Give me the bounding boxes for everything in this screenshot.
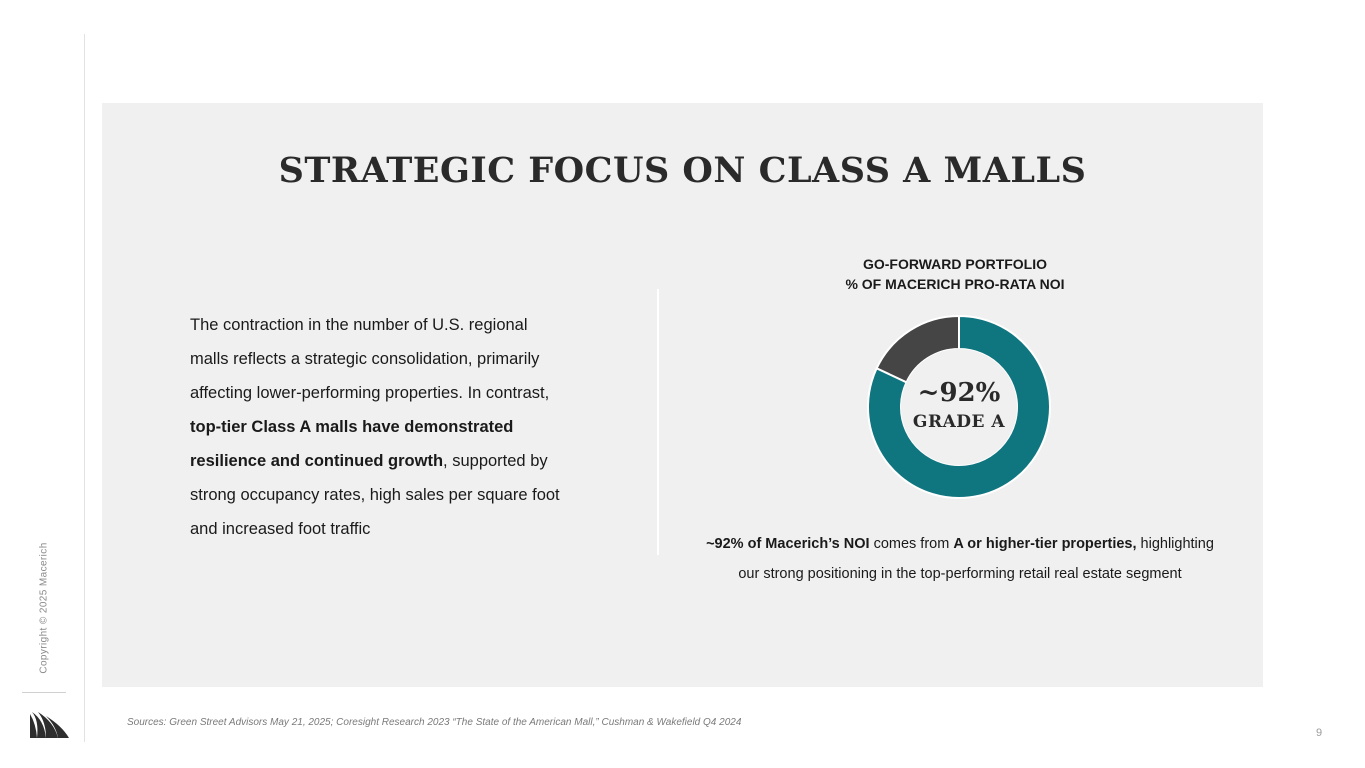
sidebar-divider	[84, 34, 85, 742]
donut-center-value: ~92%	[917, 378, 1001, 408]
donut-slice-other	[875, 314, 960, 384]
macerich-logo-icon	[30, 712, 69, 738]
donut-chart	[867, 314, 1051, 499]
chart-title-line1: GO-FORWARD PORTFOLIO	[862, 256, 1048, 272]
chart-title-line2: % OF MACERICH PRO-RATA NOI	[845, 276, 1065, 292]
copyright-text: Copyright © 2025 Macerich	[38, 542, 50, 674]
caption-bold1: ~92% of Macerich’s NOI	[706, 536, 870, 552]
caption-bold2: A or higher-tier properties,	[953, 536, 1137, 552]
sources-footnote: Sources: Green Street Advisors May 21, 2…	[127, 717, 742, 728]
chart-caption: ~92% of Macerich’s NOI comes from A or h…	[700, 529, 1220, 589]
donut-hole	[901, 349, 1017, 465]
donut-center-label: ~92% GRADE A	[865, 376, 1053, 434]
chart-title: GO-FORWARD PORTFOLIO % OF MACERICH PRO-R…	[755, 254, 1155, 294]
caption-text1: comes from	[869, 536, 954, 552]
body-text-part2: , supported by strong occupancy rates, h…	[190, 452, 560, 538]
body-paragraph: The contraction in the number of U.S. re…	[190, 308, 570, 546]
body-text-bold: top-tier Class A malls have demonstrated…	[190, 418, 514, 470]
page-number: 9	[1316, 727, 1323, 739]
content-panel	[102, 103, 1263, 687]
body-text-part1: The contraction in the number of U.S. re…	[190, 316, 550, 402]
caption-text2: highlighting our strong positioning in t…	[738, 536, 1214, 582]
donut-center-caption: GRADE A	[912, 412, 1006, 432]
logo-divider	[22, 692, 66, 693]
slide-title: STRATEGIC FOCUS ON CLASS A MALLS	[278, 150, 1087, 191]
column-divider	[657, 289, 659, 555]
